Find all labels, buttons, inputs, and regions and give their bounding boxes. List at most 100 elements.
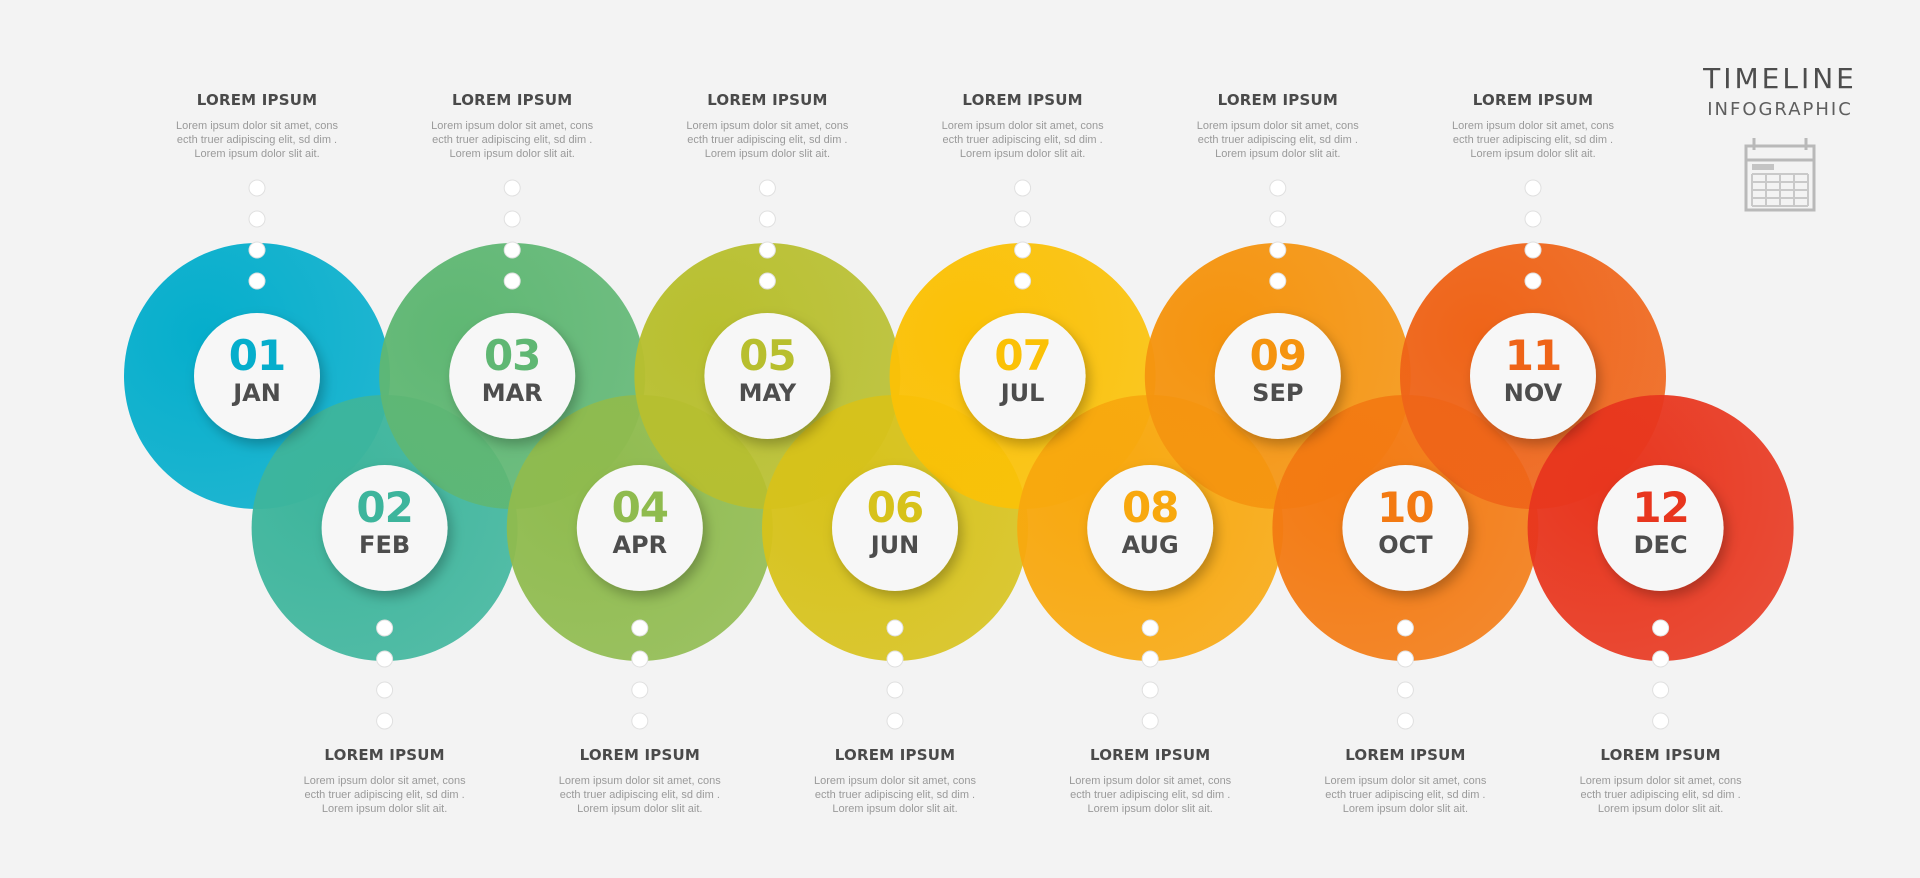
connector-dot <box>1524 241 1542 259</box>
description-line: Lorem ipsum dolor slit ait. <box>1342 803 1469 815</box>
connector-dot <box>1396 619 1414 637</box>
connector-dot <box>1652 681 1670 699</box>
connector-dot <box>1652 650 1670 668</box>
connector-dot <box>376 650 394 668</box>
connector-dot <box>503 241 521 259</box>
connector-dot <box>1524 179 1542 197</box>
description-line: ecth truer adipiscing elit, sd dim . <box>942 134 1103 146</box>
description-line: Lorem ipsum dolor slit ait. <box>959 148 1086 160</box>
description-line: Lorem ipsum dolor sit amet, cons <box>1451 120 1614 132</box>
milestone-description: Lorem ipsum dolor sit amet, cons ecth tru… <box>530 774 750 816</box>
description-line: Lorem ipsum dolor sit amet, cons <box>558 775 721 787</box>
milestone-description: Lorem ipsum dolor sit amet, cons ecth tru… <box>402 119 622 161</box>
connector-dot <box>248 179 266 197</box>
milestone-description: Lorem ipsum dolor sit amet, cons ecth tru… <box>1040 774 1260 816</box>
connector-dot <box>758 241 776 259</box>
connector-dot <box>631 619 649 637</box>
milestone-title: LOREM IPSUM <box>834 746 956 764</box>
connector-dot <box>376 712 394 730</box>
description-line: Lorem ipsum dolor slit ait. <box>194 148 320 160</box>
connector-dot <box>503 272 521 290</box>
connector-dot <box>1141 681 1159 699</box>
connector-dot <box>1396 712 1414 730</box>
description-line: Lorem ipsum dolor slit ait. <box>321 803 448 815</box>
description-line: Lorem ipsum dolor sit amet, cons <box>431 120 594 132</box>
milestone-title: LOREM IPSUM <box>451 91 573 109</box>
badge-circle-jul <box>959 313 1086 439</box>
connector-dot <box>248 241 266 259</box>
description-line: Lorem ipsum dolor slit ait. <box>1470 148 1596 160</box>
milestone-label-aug: LOREM IPSUM Lorem ipsum dolor sit amet, c… <box>1040 746 1260 816</box>
description-line: Lorem ipsum dolor slit ait. <box>1597 803 1724 815</box>
description-line: Lorem ipsum dolor sit amet, cons <box>686 120 849 132</box>
milestone-label-jul: LOREM IPSUM Lorem ipsum dolor sit amet, c… <box>913 91 1133 161</box>
milestone-title: LOREM IPSUM <box>579 746 700 764</box>
connector-dot <box>1141 712 1159 730</box>
connector-dot <box>1396 681 1414 699</box>
connector-dot <box>1014 272 1032 290</box>
description-line: ecth truer adipiscing elit, sd dim . <box>176 134 338 146</box>
connector-dot <box>248 210 266 228</box>
connector-dot <box>758 210 776 228</box>
description-line: Lorem ipsum dolor slit ait. <box>704 148 831 160</box>
milestone-description: Lorem ipsum dolor sit amet, cons ecth tru… <box>913 119 1133 161</box>
description-line: Lorem ipsum dolor sit amet, cons <box>813 775 976 787</box>
badge-circle-sep <box>1214 313 1341 439</box>
description-line: ecth truer adipiscing elit, sd dim . <box>1197 134 1358 146</box>
connector-dot <box>631 650 649 668</box>
milestone-description: Lorem ipsum dolor sit amet, cons ecth tru… <box>1168 119 1388 161</box>
connector-dot <box>758 272 776 290</box>
connector-dot <box>376 619 394 637</box>
connector-dot <box>1652 619 1670 637</box>
connector-dot <box>886 650 904 668</box>
milestone-label-feb: LOREM IPSUM Lorem ipsum dolor sit amet, c… <box>275 746 495 816</box>
calendar-icon <box>1744 138 1816 212</box>
connector-dot <box>503 179 521 197</box>
description-line: Lorem ipsum dolor sit amet, cons <box>941 120 1104 132</box>
connector-dot <box>886 619 904 637</box>
milestone-label-may: LOREM IPSUM Lorem ipsum dolor sit amet, c… <box>657 91 877 161</box>
brand-block: TIMELINE INFOGRAPHIC <box>1680 62 1880 222</box>
badge-circle-jan <box>194 313 320 439</box>
milestone-label-dec: LOREM IPSUM Lorem ipsum dolor sit amet, c… <box>1551 746 1771 816</box>
connector-dot <box>631 681 649 699</box>
description-line: Lorem ipsum dolor slit ait. <box>449 148 575 160</box>
description-line: Lorem ipsum dolor slit ait. <box>577 803 703 815</box>
connector-dot <box>758 179 776 197</box>
connector-dots <box>248 179 1670 730</box>
connector-dot <box>886 712 904 730</box>
connector-dot <box>248 272 266 290</box>
connector-dot <box>1141 619 1159 637</box>
milestone-label-sep: LOREM IPSUM Lorem ipsum dolor sit amet, c… <box>1168 91 1388 161</box>
badge-circle-aug <box>1087 465 1214 591</box>
description-line: ecth truer adipiscing elit, sd dim . <box>687 134 848 146</box>
connector-dot <box>1014 210 1032 228</box>
badge-circle-feb <box>321 465 448 591</box>
milestone-title: LOREM IPSUM <box>1345 746 1466 764</box>
milestone-label-oct: LOREM IPSUM Lorem ipsum dolor sit amet, c… <box>1295 746 1515 816</box>
milestone-title: LOREM IPSUM <box>1089 746 1211 764</box>
connector-dot <box>1396 650 1414 668</box>
milestone-title: LOREM IPSUM <box>1472 91 1594 109</box>
badge-circle-oct <box>1342 465 1469 591</box>
description-line: Lorem ipsum dolor sit amet, cons <box>1069 775 1232 787</box>
milestone-label-apr: LOREM IPSUM Lorem ipsum dolor sit amet, c… <box>530 746 750 816</box>
milestone-label-mar: LOREM IPSUM Lorem ipsum dolor sit amet, c… <box>402 91 622 161</box>
milestone-title: LOREM IPSUM <box>196 91 318 109</box>
connector-dot <box>1014 241 1032 259</box>
connector-dot <box>631 712 649 730</box>
milestone-description: Lorem ipsum dolor sit amet, cons ecth tru… <box>1295 774 1515 816</box>
milestone-title: LOREM IPSUM <box>1217 91 1338 109</box>
connector-dot <box>1524 272 1542 290</box>
milestone-label-jun: LOREM IPSUM Lorem ipsum dolor sit amet, c… <box>785 746 1005 816</box>
description-line: ecth truer adipiscing elit, sd dim . <box>559 789 720 801</box>
milestone-label-nov: LOREM IPSUM Lorem ipsum dolor sit amet, c… <box>1423 91 1643 161</box>
description-line: ecth truer adipiscing elit, sd dim . <box>1325 789 1486 801</box>
milestone-title: LOREM IPSUM <box>962 91 1083 109</box>
connector-dot <box>1269 241 1287 259</box>
brand-subtitle: INFOGRAPHIC <box>1707 99 1853 120</box>
description-line: ecth truer adipiscing elit, sd dim . <box>814 789 976 801</box>
connector-dot <box>886 681 904 699</box>
milestone-title: LOREM IPSUM <box>324 746 445 764</box>
